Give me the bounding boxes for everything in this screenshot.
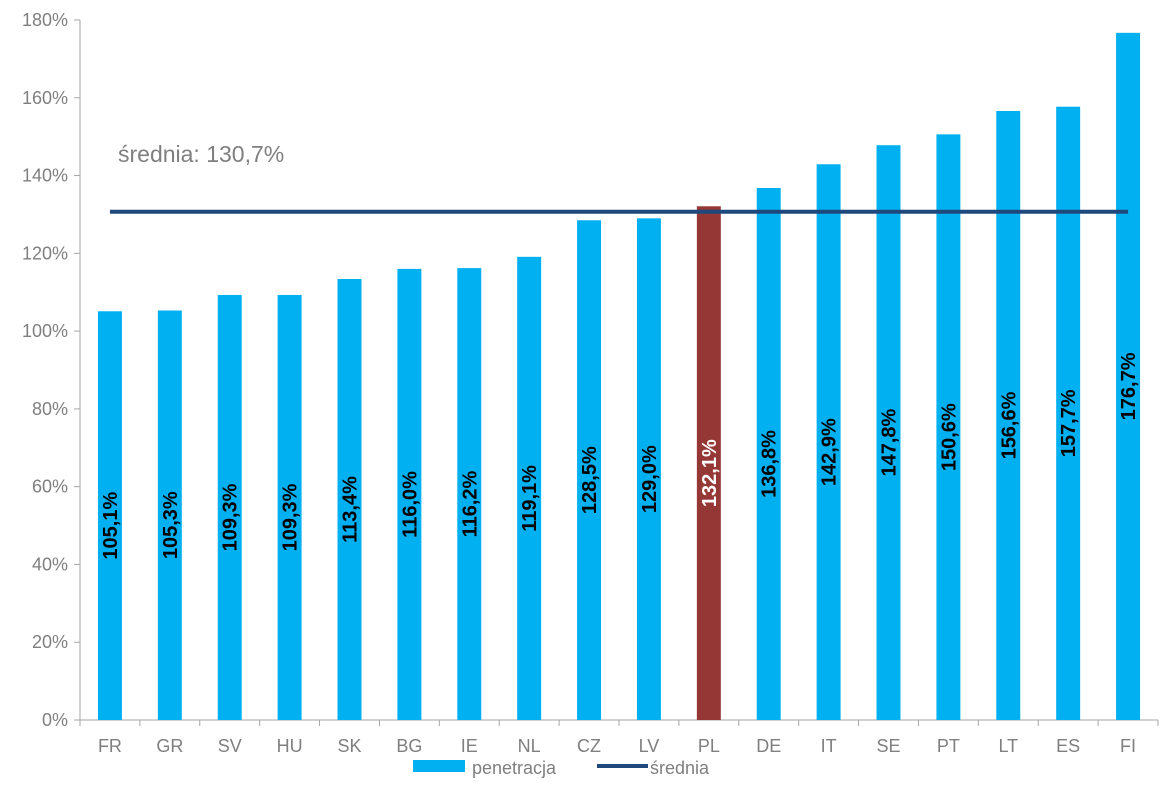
x-tick-label: PT — [937, 736, 960, 756]
x-tick-label: PL — [698, 736, 720, 756]
x-tick-label: DE — [756, 736, 781, 756]
x-tick-label: SE — [876, 736, 900, 756]
bar-sv — [217, 294, 242, 720]
x-tick-label: HU — [277, 736, 303, 756]
bar-value-label: 109,3% — [220, 483, 242, 551]
bar-lt — [996, 111, 1021, 720]
bar-hu — [277, 294, 302, 720]
legend-label-srednia: średnia — [650, 758, 710, 778]
x-tick-label: FR — [98, 736, 122, 756]
bar-value-label: 136,8% — [759, 430, 781, 498]
x-tick-label: BG — [396, 736, 422, 756]
y-tick-label: 40% — [32, 554, 68, 574]
bar-se — [876, 145, 901, 720]
legend-label-penetracja: penetracja — [472, 758, 557, 778]
x-tick-label: NL — [518, 736, 541, 756]
bar-value-label: 109,3% — [280, 483, 302, 551]
y-tick-label: 80% — [32, 399, 68, 419]
bar-value-label: 128,5% — [579, 446, 601, 514]
bar-de — [756, 188, 781, 720]
y-tick-label: 60% — [32, 477, 68, 497]
average-annotation: średnia: 130,7% — [118, 141, 284, 167]
x-tick-label: IE — [461, 736, 478, 756]
bar-nl — [517, 256, 542, 720]
x-tick-label: ES — [1056, 736, 1080, 756]
bar-bg — [397, 268, 422, 720]
bar-value-label: 116,0% — [399, 471, 421, 538]
x-tick-label: LV — [639, 736, 660, 756]
y-tick-label: 120% — [22, 243, 68, 263]
x-tick-label: GR — [156, 736, 183, 756]
bar-sk — [337, 279, 362, 720]
y-tick-label: 20% — [32, 632, 68, 652]
bar-lv — [636, 218, 661, 721]
bar-value-label: 150,6% — [938, 403, 960, 471]
x-tick-label: LT — [998, 736, 1018, 756]
bar-fi — [1116, 32, 1141, 721]
y-tick-label: 180% — [22, 10, 68, 30]
y-tick-label: 0% — [42, 710, 68, 730]
bar-value-label: 105,3% — [160, 491, 182, 559]
bar-value-label: 147,8% — [879, 408, 901, 476]
bar-labels: 105,1% 105,3% 109,3% 109,3% 113,4% 116,0% 116,… — [100, 352, 1140, 559]
bar-it — [816, 164, 841, 720]
y-tick-label: 160% — [22, 88, 68, 108]
x-tick-label: SV — [218, 736, 242, 756]
bar-value-label: 116,2% — [459, 470, 481, 537]
bar-pt — [936, 134, 961, 721]
bar-gr — [157, 310, 182, 720]
y-axis: 0% 20% 40% 60% 80% 100% 120% 140% 160% 180% — [22, 10, 81, 730]
bar-ie — [457, 268, 482, 720]
bar-value-label: 119,1% — [519, 465, 541, 532]
x-tick-label: FI — [1120, 736, 1136, 756]
bar-value-label: 156,6% — [998, 391, 1020, 459]
bar-value-label: 129,0% — [639, 445, 661, 513]
bar-value-label: 105,1% — [100, 492, 122, 560]
bars — [97, 32, 1141, 721]
bar-pl — [696, 206, 721, 720]
legend: penetracja średnia — [413, 758, 710, 778]
x-tick-label: CZ — [577, 736, 601, 756]
y-tick-label: 140% — [22, 166, 68, 186]
y-tick-label: 100% — [22, 321, 68, 341]
x-tick-label: SK — [337, 736, 361, 756]
legend-swatch-penetracja — [413, 760, 465, 772]
bar-es — [1056, 106, 1081, 720]
bar-fr — [97, 311, 122, 720]
bar-value-label: 176,7% — [1118, 352, 1140, 420]
bar-value-label: 157,7% — [1058, 389, 1080, 457]
bar-value-label: 132,1% — [699, 439, 721, 507]
x-axis: FR GR SV HU SK BG IE NL CZ LV PL DE IT SE PT LT ES FI — [79, 719, 1159, 756]
bar-cz — [577, 220, 602, 720]
bar-value-label: 113,4% — [340, 476, 362, 543]
x-tick-label: IT — [821, 736, 837, 756]
bar-value-label: 142,9% — [819, 418, 841, 486]
